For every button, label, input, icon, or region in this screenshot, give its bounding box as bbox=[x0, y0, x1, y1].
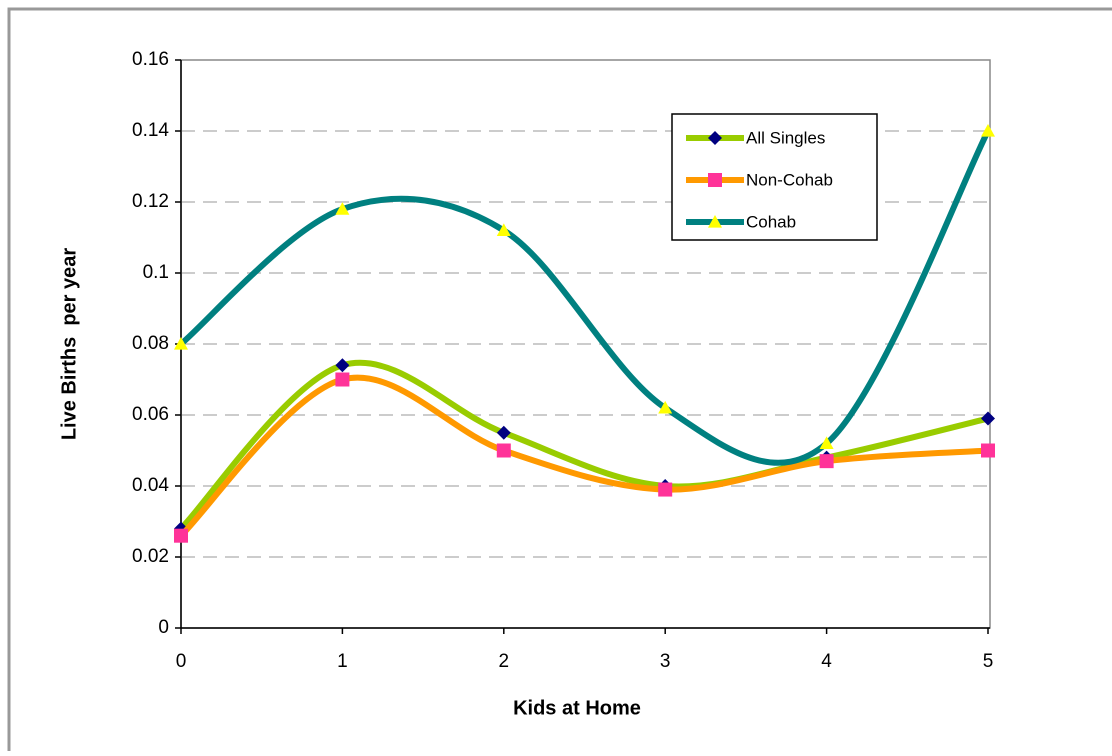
legend-label: Non-Cohab bbox=[746, 170, 833, 189]
marker bbox=[496, 425, 511, 440]
y-tick-label: 0.06 bbox=[132, 404, 169, 425]
chart-frame bbox=[7, 7, 1112, 756]
marker bbox=[981, 411, 995, 426]
y-tick-label: 0.04 bbox=[132, 475, 169, 496]
marker bbox=[174, 528, 188, 543]
legend-marker bbox=[708, 131, 722, 145]
series-line bbox=[179, 129, 991, 466]
y-tick-label: 0.12 bbox=[132, 191, 169, 212]
marker bbox=[174, 337, 188, 350]
marker bbox=[819, 436, 834, 449]
legend-marker bbox=[708, 215, 722, 228]
series-line bbox=[178, 374, 989, 538]
x-tick-label: 0 bbox=[176, 651, 187, 672]
marker bbox=[496, 223, 511, 236]
marker bbox=[981, 124, 995, 137]
x-tick-label: 3 bbox=[660, 651, 671, 672]
x-tick-label: 2 bbox=[499, 651, 510, 672]
x-tick-label: 4 bbox=[821, 651, 832, 672]
marker bbox=[496, 443, 511, 458]
y-tick-label: 0.14 bbox=[132, 120, 169, 141]
marker bbox=[658, 482, 673, 497]
y-tick-label: 0.08 bbox=[132, 333, 169, 354]
x-tick-label: 1 bbox=[337, 651, 348, 672]
legend-marker bbox=[708, 173, 722, 187]
x-tick-label: 5 bbox=[983, 651, 994, 672]
y-tick-label: 0 bbox=[158, 617, 169, 638]
marker bbox=[981, 443, 995, 458]
marker bbox=[335, 358, 350, 373]
marker bbox=[819, 454, 834, 469]
legend-label: All Singles bbox=[746, 128, 825, 147]
y-tick-label: 0.16 bbox=[132, 49, 169, 70]
marker bbox=[335, 372, 350, 387]
legend-label: Cohab bbox=[746, 212, 796, 231]
y-tick-label: 0.02 bbox=[132, 546, 169, 567]
x-axis-title: Kids at Home bbox=[513, 697, 641, 719]
marker bbox=[335, 202, 350, 215]
y-axis-title: Live Births per year bbox=[58, 248, 80, 441]
marker bbox=[658, 400, 673, 414]
y-tick-label: 0.1 bbox=[143, 262, 169, 283]
